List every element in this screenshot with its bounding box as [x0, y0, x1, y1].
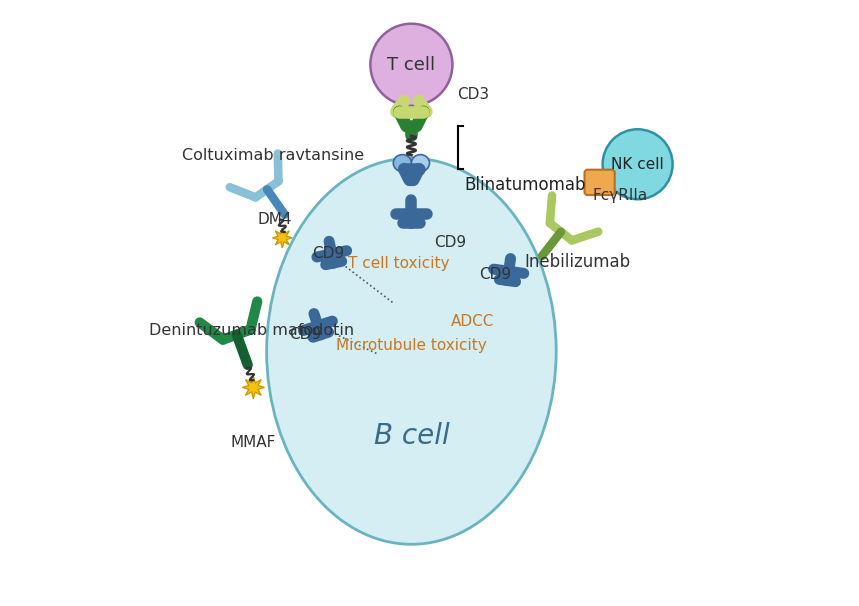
Ellipse shape [393, 155, 411, 171]
Text: CD9: CD9 [435, 235, 466, 250]
Text: NK cell: NK cell [612, 157, 664, 171]
Text: CD9: CD9 [289, 327, 321, 342]
Text: Blinatumomab: Blinatumomab [465, 176, 586, 195]
Ellipse shape [266, 158, 556, 544]
Text: CD9: CD9 [479, 267, 512, 282]
Text: CD3: CD3 [457, 87, 489, 102]
Text: T cell: T cell [387, 56, 436, 74]
Text: T cell toxicity: T cell toxicity [348, 256, 449, 271]
Polygon shape [242, 376, 265, 398]
Text: MMAF: MMAF [230, 436, 276, 450]
Text: ADCC: ADCC [451, 313, 494, 328]
Circle shape [370, 24, 453, 105]
Text: Coltuximab ravtansine: Coltuximab ravtansine [182, 148, 364, 162]
Text: Microtubule toxicity: Microtubule toxicity [336, 338, 487, 353]
Text: DM4: DM4 [258, 212, 292, 227]
Text: FcγRIIa: FcγRIIa [593, 188, 648, 203]
Ellipse shape [411, 155, 430, 171]
Text: Denintuzumab mafodotin: Denintuzumab mafodotin [149, 322, 354, 338]
Polygon shape [272, 228, 292, 247]
Text: B cell: B cell [374, 422, 449, 450]
Circle shape [603, 129, 673, 199]
FancyBboxPatch shape [584, 170, 615, 195]
Text: CD9: CD9 [312, 246, 344, 261]
Text: Inebilizumab: Inebilizumab [525, 253, 631, 271]
